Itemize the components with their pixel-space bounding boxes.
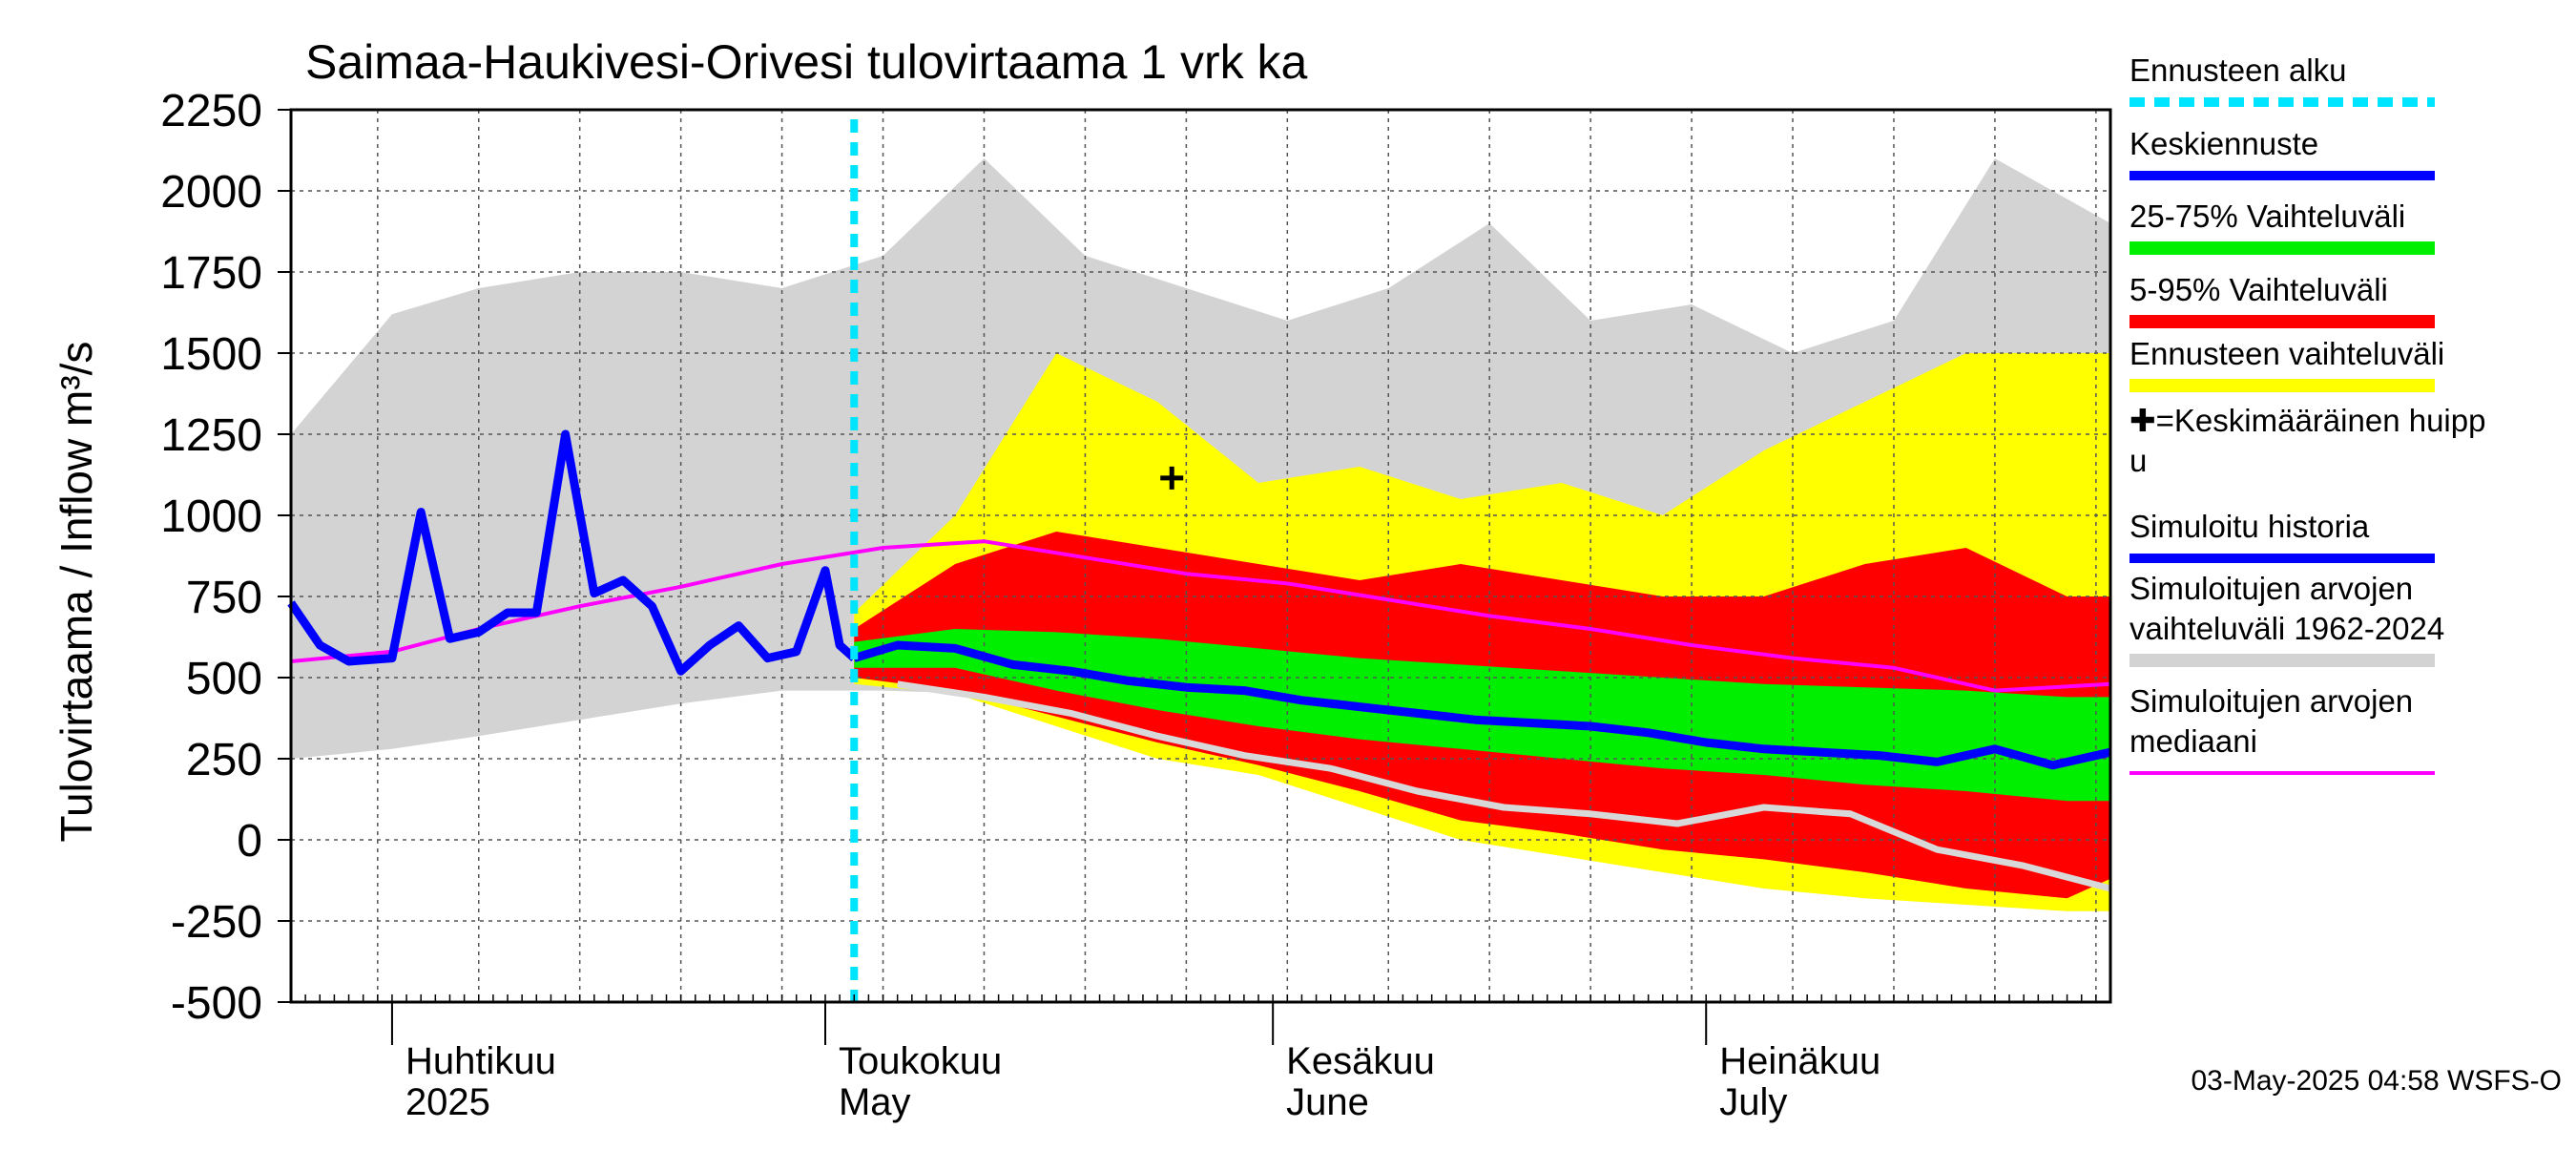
legend-item-5-95-vaihteluv-li-label: 5-95% Vaihteluväli xyxy=(2129,272,2388,307)
series-simuloitu-historia xyxy=(287,429,858,676)
y-tick-label: 250 xyxy=(186,735,262,785)
x-month-sublabel: May xyxy=(839,1081,911,1123)
legend-item-simuloitujen-arvojen-mediaani-label: Simuloitujen arvojen xyxy=(2129,683,2413,719)
lines-layer xyxy=(287,119,2111,1002)
legend-item-25-75-vaihteluv-li-label: 25-75% Vaihteluväli xyxy=(2129,199,2405,234)
legend-item-ennusteen-vaihteluv-li-label: Ennusteen vaihteluväli xyxy=(2129,336,2444,371)
legend-item-keskiennuste-label: Keskiennuste xyxy=(2129,126,2318,161)
x-month-sublabel: June xyxy=(1286,1081,1369,1123)
x-month-sublabel: July xyxy=(1719,1081,1787,1123)
chart-title: Saimaa-Haukivesi-Orivesi tulovirtaama 1 … xyxy=(305,35,1308,89)
series-5-ennuste xyxy=(897,680,2111,892)
band-25-75-vaihteluv-li xyxy=(854,629,2110,802)
legend-item-simuloitu-historia-label: Simuloitu historia xyxy=(2129,509,2370,544)
footer-timestamp: 03-May-2025 04:58 WSFS-O xyxy=(2192,1065,2563,1097)
y-tick-label: -250 xyxy=(171,897,262,948)
y-tick-label: 1000 xyxy=(160,491,262,542)
y-tick-label: 1500 xyxy=(160,329,262,380)
legend-item-keskim-r-inen-huippu-label: u xyxy=(2129,443,2147,478)
series-simuloitujen-arvojen-mediaani xyxy=(290,539,2111,693)
y-tick-label: 500 xyxy=(186,654,262,704)
y-axis-label: Tulovirtaama / Inflow m³/s xyxy=(52,342,101,843)
legend-item-simuloitujen-arvojen-mediaani-label: mediaani xyxy=(2129,723,2257,759)
y-tick-label: 2250 xyxy=(160,86,262,136)
mean-peak-marker xyxy=(1160,466,1184,490)
legend-item-simuloitujen-arvojen-vaihteluv-li-1962-2024-label: Simuloitujen arvojen xyxy=(2129,571,2413,606)
x-month-label: Toukokuu xyxy=(839,1040,1002,1082)
legend-item-ennusteen-alku-label: Ennusteen alku xyxy=(2129,52,2347,88)
x-month-sublabel: 2025 xyxy=(405,1081,490,1123)
y-tick-label: 1250 xyxy=(160,410,262,461)
y-tick-label: 750 xyxy=(186,573,262,623)
bands-layer xyxy=(291,158,2110,911)
x-month-label: Huhtikuu xyxy=(405,1040,556,1082)
legend: Ennusteen alku Keskiennuste 25-75% Vaihtel… xyxy=(2129,52,2485,775)
x-month-label: Kesäkuu xyxy=(1286,1040,1435,1082)
legend-item-keskim-r-inen-huippu-label: ✚=Keskimääräinen huipp xyxy=(2129,403,2485,438)
y-tick-label: 1750 xyxy=(160,248,262,299)
legend-item-simuloitujen-arvojen-vaihteluv-li-1962-2024-label: vaihteluväli 1962-2024 xyxy=(2129,611,2444,646)
y-tick-label: 0 xyxy=(237,816,262,867)
axis-layer: 2250 2000 1750 1500 1250 1000 750 500 250 0 -250 -5… xyxy=(160,86,2111,1123)
y-tick-label: 2000 xyxy=(160,167,262,218)
series-keskiennuste xyxy=(853,640,2111,770)
x-month-label: Heinäkuu xyxy=(1719,1040,1880,1082)
y-tick-label: -500 xyxy=(171,978,262,1029)
